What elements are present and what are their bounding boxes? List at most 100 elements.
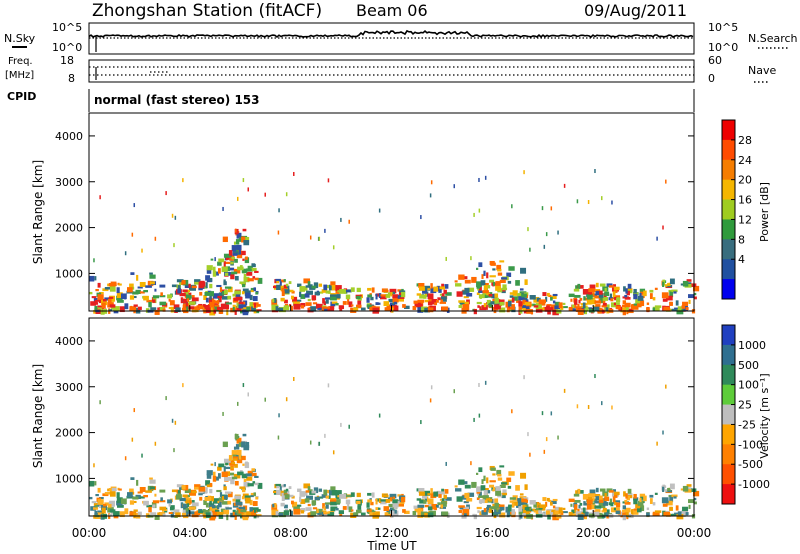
velocity-cell bbox=[536, 502, 541, 507]
power-cell bbox=[176, 279, 184, 283]
velocity-cell bbox=[459, 506, 464, 510]
power-cell bbox=[523, 299, 529, 303]
power-cell bbox=[686, 282, 692, 285]
velocity-cell bbox=[208, 502, 213, 509]
power-cell bbox=[240, 304, 247, 308]
velocity-cell bbox=[170, 511, 174, 518]
power-cell bbox=[351, 304, 354, 307]
velocity-cell bbox=[93, 514, 96, 519]
velocity-cell bbox=[627, 488, 632, 494]
velocity-cell bbox=[308, 512, 311, 515]
power-cell bbox=[131, 232, 134, 237]
velocity-cell bbox=[614, 507, 620, 511]
power-cell bbox=[393, 301, 397, 305]
power-cell bbox=[610, 302, 617, 308]
velocity-cell bbox=[639, 497, 642, 503]
power-cell bbox=[586, 294, 593, 300]
velocity-cell bbox=[458, 510, 462, 513]
velocity-cell bbox=[686, 484, 692, 487]
power-cell bbox=[402, 304, 406, 308]
velocity-cell bbox=[247, 392, 250, 397]
power-cell bbox=[545, 232, 548, 237]
velocity-cell bbox=[478, 495, 485, 498]
velocity-cell bbox=[173, 448, 175, 453]
power-cell bbox=[188, 283, 191, 288]
velocity-cell bbox=[336, 499, 341, 504]
velocity-cell bbox=[118, 488, 122, 491]
power-cell bbox=[693, 296, 697, 300]
power-cell bbox=[206, 265, 213, 271]
velocity-cell bbox=[226, 514, 229, 521]
velocity-cell bbox=[669, 483, 675, 490]
power-cell bbox=[281, 290, 285, 297]
velocity-cell bbox=[508, 504, 513, 507]
power-cell bbox=[218, 309, 224, 314]
power-cell bbox=[225, 257, 229, 261]
velocity-cell bbox=[392, 501, 399, 508]
power-cell bbox=[186, 289, 191, 293]
power-cell bbox=[232, 251, 239, 255]
velocity-cell bbox=[191, 500, 195, 503]
power-cell bbox=[676, 308, 684, 315]
velocity-cell bbox=[688, 504, 691, 509]
velocity-cell bbox=[527, 432, 529, 437]
velocity-cell bbox=[210, 496, 215, 502]
velocity-cell bbox=[383, 506, 390, 512]
power-cell bbox=[643, 290, 647, 297]
power-cell bbox=[323, 301, 327, 306]
velocity-cell bbox=[424, 512, 430, 518]
power-cell bbox=[483, 270, 486, 276]
velocity-cell bbox=[483, 490, 488, 496]
power-cell bbox=[242, 178, 245, 183]
power-cell bbox=[463, 296, 469, 299]
power-cell bbox=[159, 301, 167, 306]
power-cell bbox=[593, 306, 600, 311]
velocity-cell bbox=[323, 489, 328, 496]
power-cell bbox=[521, 293, 527, 298]
power-cell bbox=[622, 309, 627, 316]
colorbar-tick-label: 12 bbox=[738, 213, 752, 226]
velocity-cell bbox=[223, 486, 227, 491]
power-cell bbox=[446, 307, 450, 313]
power-cell bbox=[595, 304, 601, 308]
velocity-cell bbox=[522, 512, 526, 517]
velocity-cell bbox=[489, 480, 496, 483]
power-cell bbox=[356, 295, 361, 300]
velocity-cell bbox=[223, 466, 226, 473]
noise-sky-trace bbox=[88, 29, 694, 52]
velocity-cell bbox=[292, 501, 298, 507]
power-cell bbox=[111, 282, 117, 287]
velocity-cell bbox=[464, 492, 470, 499]
power-cell bbox=[227, 286, 233, 293]
velocity-cell bbox=[524, 484, 528, 490]
power-cell bbox=[101, 299, 108, 306]
velocity-cell bbox=[497, 477, 503, 481]
velocity-cell bbox=[594, 500, 601, 504]
velocity-cell bbox=[379, 499, 387, 505]
power-cell bbox=[179, 292, 186, 297]
power-cell bbox=[214, 271, 219, 276]
velocity-cell bbox=[522, 509, 530, 515]
power-cell bbox=[586, 299, 592, 305]
velocity-cell bbox=[241, 455, 246, 461]
velocity-cell bbox=[434, 507, 437, 511]
power-cell bbox=[577, 283, 581, 289]
power-cell bbox=[646, 302, 650, 305]
power-cell bbox=[284, 289, 290, 294]
velocity-cell bbox=[235, 501, 243, 506]
velocity-cell bbox=[357, 505, 362, 510]
power-cell bbox=[324, 297, 332, 300]
power-cell bbox=[221, 266, 228, 273]
power-cell bbox=[507, 300, 512, 307]
power-cell bbox=[198, 287, 203, 291]
velocity-cell bbox=[162, 513, 166, 517]
power-cell bbox=[228, 250, 233, 256]
power-cell bbox=[336, 294, 341, 299]
velocity-cell bbox=[402, 509, 406, 513]
power-cell bbox=[236, 244, 242, 250]
power-cell bbox=[639, 288, 646, 293]
velocity-cell bbox=[399, 495, 406, 498]
power-cell bbox=[686, 279, 692, 282]
power-cell bbox=[476, 292, 480, 296]
velocity-cell bbox=[552, 514, 559, 521]
